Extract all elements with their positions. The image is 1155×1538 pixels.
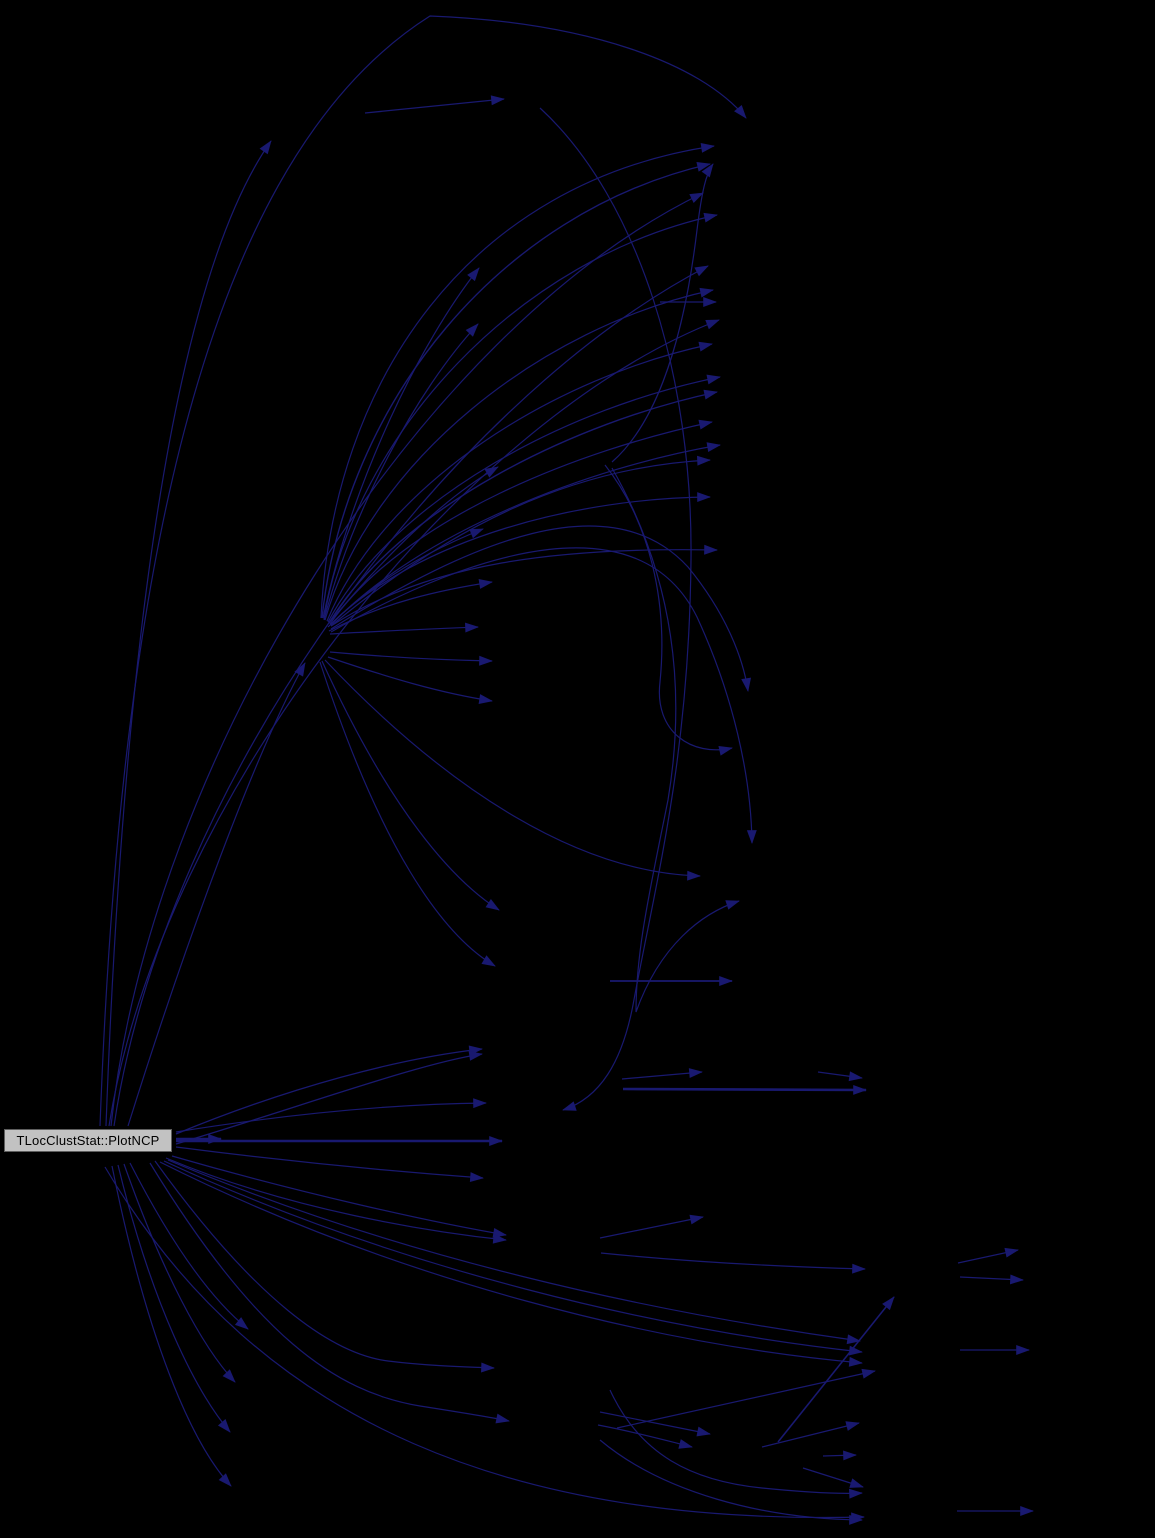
call-graph-edge (597, 1424, 693, 1449)
call-graph-edge (324, 287, 714, 621)
call-graph-edge (957, 1247, 1019, 1264)
call-graph-edge (167, 1159, 861, 1345)
call-graph-edge (364, 95, 505, 114)
call-graph-edge (611, 467, 740, 1013)
call-graph-edge (330, 455, 711, 627)
call-graph-edge (123, 1163, 236, 1383)
call-graph-edge (171, 1155, 507, 1238)
call-graph-edge (329, 492, 711, 626)
call-graph-edge (622, 1084, 867, 1095)
call-graph-edge (599, 1214, 704, 1239)
call-graph-edge (777, 1296, 895, 1443)
call-graph-edge (127, 662, 306, 1127)
call-graph-edge (761, 1421, 860, 1448)
call-graph-edge (99, 15, 747, 1127)
call-graph-edge (320, 142, 715, 619)
call-graph-edge (117, 1164, 231, 1433)
call-graph-edge (175, 1050, 483, 1145)
call-graph-edge (154, 1160, 495, 1373)
call-graph-edge (323, 212, 718, 620)
call-graph-edge (539, 107, 692, 1111)
call-graph-edge (175, 1098, 487, 1133)
call-graph-edge (319, 661, 496, 967)
call-graph-edge (322, 267, 480, 619)
call-graph-edge (329, 651, 493, 666)
call-graph-edge (959, 1274, 1024, 1285)
call-graph-edge (327, 374, 721, 623)
call-graph-edge (327, 656, 493, 704)
call-graph-edge (329, 419, 713, 625)
call-graph-edge (110, 192, 704, 1127)
call-graph-edge (149, 1162, 510, 1424)
call-graph-edge (327, 466, 499, 625)
call-graph-edge (802, 1467, 864, 1488)
call-graph-edge (321, 660, 500, 911)
call-graph-edge (600, 1252, 866, 1274)
call-graph-edge (330, 547, 757, 844)
call-graph-edge (165, 1157, 507, 1244)
call-graph-edge (175, 1045, 483, 1135)
call-graph-edge (616, 1368, 876, 1429)
call-graph-edge (817, 1071, 863, 1082)
call-graph-edge (104, 1166, 865, 1523)
call-graph-edge (159, 1161, 863, 1367)
call-graph-edge (822, 1450, 857, 1461)
call-graph-edge (111, 1165, 232, 1487)
call-graph-edge (611, 163, 714, 463)
call-graph-edge (330, 442, 721, 626)
call-graph-edge (604, 464, 733, 756)
call-graph-edge (326, 341, 713, 622)
call-graph-edge (321, 162, 711, 619)
graph-node-label: TLocClustStat::PlotNCP (16, 1133, 160, 1148)
call-graph-edge (327, 528, 484, 628)
call-graph-edge (113, 265, 709, 1127)
call-graph-edge (108, 319, 720, 1127)
call-graph-edge (609, 1389, 863, 1499)
edge-group (99, 15, 1034, 1525)
call-graph-edge (163, 1160, 863, 1356)
call-graph-edge (599, 1411, 711, 1437)
call-graph-edge (330, 544, 718, 627)
call-graph-edge (175, 1146, 484, 1183)
call-graph-edge (323, 323, 479, 621)
call-graph-edge (599, 1439, 863, 1525)
call-graph-edge (329, 622, 479, 635)
call-graph-edge (105, 140, 272, 1127)
graph-node-root[interactable]: TLocClustStat::PlotNCP (4, 1129, 172, 1152)
call-graph-edge (129, 1162, 249, 1330)
call-graph-edge (621, 1068, 703, 1080)
call-graph-edge (324, 659, 701, 881)
